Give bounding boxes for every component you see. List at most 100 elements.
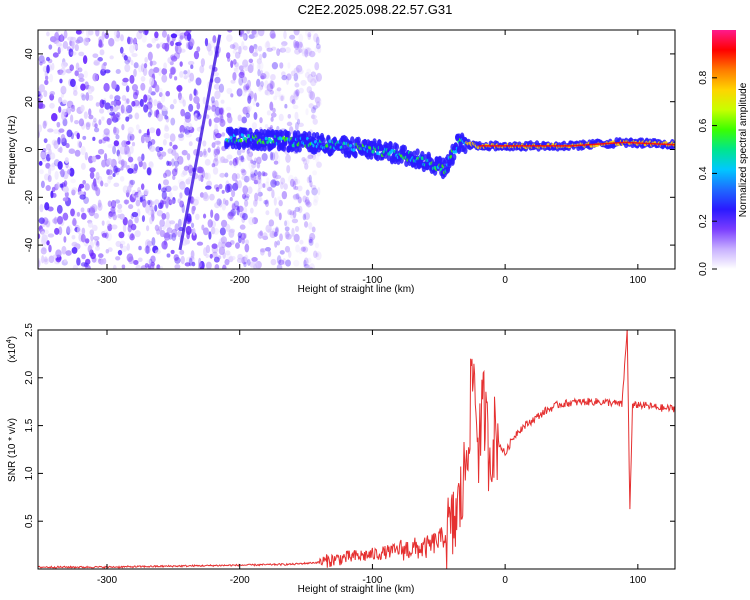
signal-halo (402, 145, 408, 153)
noise-speckle (257, 171, 262, 177)
noise-speckle (101, 62, 106, 72)
noise-speckle (144, 245, 151, 254)
noise-speckle (270, 112, 277, 118)
noise-speckle (138, 65, 143, 73)
noise-speckle (165, 90, 171, 97)
noise-speckle (172, 144, 178, 150)
noise-speckle (195, 196, 200, 202)
noise-speckle (74, 119, 79, 125)
noise-speckle (138, 129, 142, 134)
noise-speckle (45, 220, 51, 227)
noise-speckle (85, 91, 90, 101)
noise-speckle (311, 187, 318, 196)
noise-speckle (202, 213, 207, 219)
noise-speckle (115, 256, 121, 261)
noise-speckle (38, 84, 46, 93)
noise-speckle (107, 223, 113, 232)
noise-speckle (290, 70, 296, 77)
noise-speckle (104, 69, 111, 74)
noise-speckle (163, 196, 171, 201)
noise-speckle (247, 79, 252, 89)
noise-speckle (146, 240, 153, 247)
noise-speckle (262, 51, 267, 59)
noise-speckle (144, 263, 149, 268)
noise-speckle (105, 249, 110, 254)
colorbar-tick-label: 0.4 (698, 166, 709, 180)
noise-speckle (221, 189, 225, 194)
noise-speckle (285, 233, 292, 240)
noise-speckle (292, 180, 297, 190)
noise-speckle (38, 233, 41, 240)
noise-speckle (269, 101, 274, 111)
noise-speckle (161, 42, 168, 50)
noise-speckle (274, 88, 281, 98)
noise-speckle (87, 222, 94, 228)
noise-speckle (187, 60, 195, 66)
noise-speckle (103, 128, 110, 136)
noise-speckle (289, 211, 296, 220)
noise-speckle (293, 259, 300, 267)
noise-speckle (117, 153, 122, 162)
noise-speckle (154, 249, 161, 255)
noise-speckle (84, 238, 90, 244)
noise-speckle (99, 108, 105, 114)
noise-speckle (40, 180, 45, 189)
noise-speckle (127, 156, 134, 163)
noise-speckle (161, 200, 167, 205)
noise-speckle (241, 116, 247, 124)
noise-speckle (38, 160, 43, 166)
noise-speckle (199, 65, 205, 74)
noise-speckle (163, 240, 168, 250)
noise-speckle (153, 66, 160, 73)
noise-speckle (262, 232, 268, 241)
noise-speckle (111, 80, 117, 90)
noise-speckle (70, 178, 76, 184)
noise-speckle (189, 93, 193, 102)
colorbar-tick-label: 0.6 (698, 118, 709, 132)
noise-speckle (42, 147, 47, 153)
noise-speckle (74, 149, 81, 157)
snr-panel: -300 -200 -100 0 100 0.5 1.0 1.5 2.0 2.5 Height … (6, 323, 676, 595)
noise-speckle (42, 120, 47, 129)
noise-speckle (139, 98, 144, 107)
noise-speckle (229, 160, 233, 166)
noise-speckle (133, 259, 139, 266)
noise-speckle (42, 217, 49, 225)
noise-speckle (88, 207, 96, 217)
noise-speckle (119, 46, 124, 54)
noise-speckle (58, 226, 63, 236)
noise-speckle (272, 107, 276, 113)
noise-speckle (309, 232, 316, 241)
noise-speckle (95, 30, 100, 37)
noise-speckle (65, 143, 70, 149)
noise-speckle (66, 129, 73, 138)
noise-speckle (127, 36, 131, 45)
noise-speckle (161, 30, 168, 38)
x-tick-label: -100 (362, 275, 382, 286)
noise-speckle (177, 218, 182, 228)
noise-speckle (246, 30, 251, 35)
spectrogram-x-axis: -300 -200 -100 0 100 (97, 30, 647, 286)
noise-speckle (119, 213, 125, 220)
colorbar-tick-label: 0.2 (698, 214, 709, 228)
noise-speckle (207, 219, 213, 228)
noise-speckle (54, 170, 59, 180)
noise-speckle (76, 257, 81, 266)
noise-speckle (180, 108, 186, 117)
noise-speckle (66, 106, 72, 115)
noise-speckle (213, 117, 221, 123)
signal-halo (311, 132, 317, 140)
noise-speckle (246, 149, 250, 155)
noise-speckle (261, 171, 266, 177)
noise-speckle (70, 114, 74, 123)
noise-speckle (115, 134, 120, 140)
noise-speckle (72, 217, 77, 227)
noise-speckle (288, 174, 295, 184)
signal-core (229, 136, 233, 140)
snr-y-scale-base: (x10 (7, 343, 18, 363)
noise-speckle (266, 83, 274, 92)
noise-speckle (95, 171, 100, 181)
noise-speckle (43, 120, 48, 127)
noise-speckle (134, 112, 140, 120)
noise-speckle (311, 226, 316, 233)
